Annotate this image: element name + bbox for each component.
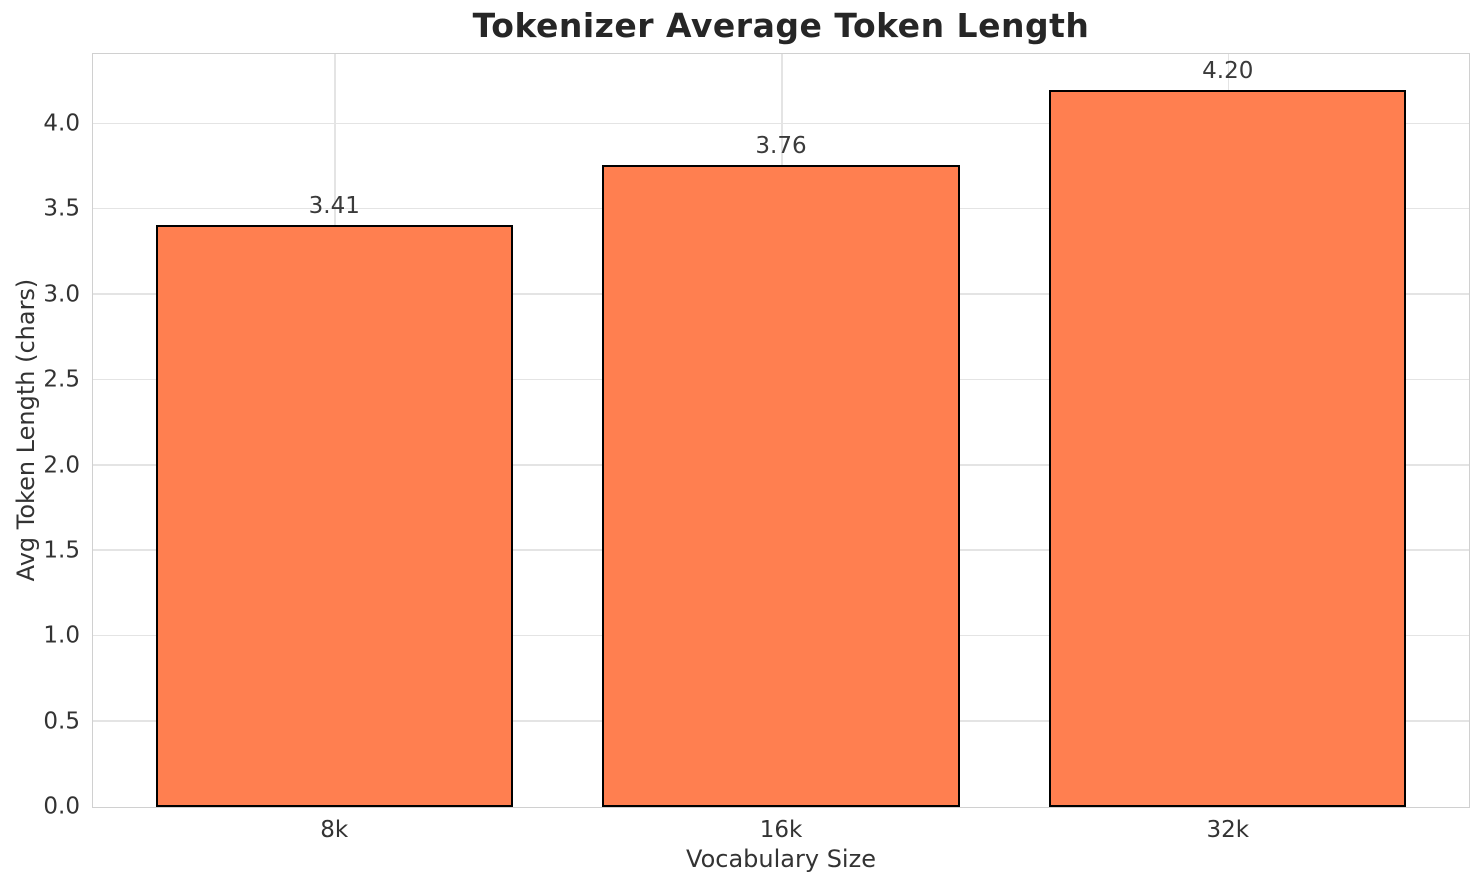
y-tick-label: 0.0 <box>43 793 80 820</box>
bar-value-label: 4.20 <box>1202 57 1254 84</box>
y-tick-label: 3.5 <box>43 195 80 222</box>
y-tick-label: 1.0 <box>43 622 80 649</box>
y-tick-label: 0.5 <box>43 708 80 735</box>
chart-title: Tokenizer Average Token Length <box>472 6 1090 45</box>
x-tick-label: 16k <box>759 817 803 843</box>
plot-area: 3.41 8k 3.76 16k 4.20 32k 0.0 0.5 1.0 1.5 2.0 2.5 3.… <box>43 53 1470 842</box>
x-axis-label: Vocabulary Size <box>686 845 876 873</box>
y-tick-label: 2.5 <box>43 366 80 393</box>
y-tick-label: 2.0 <box>43 452 80 479</box>
y-tick-label: 3.0 <box>43 281 80 308</box>
x-tick-label: 8k <box>320 817 349 843</box>
y-tick-label: 1.5 <box>43 537 80 564</box>
bar-16k <box>602 165 960 807</box>
bar-value-label: 3.76 <box>755 133 807 159</box>
bar-32k <box>1049 89 1407 807</box>
x-tick-label: 32k <box>1206 817 1250 843</box>
bar-value-label: 3.41 <box>308 192 360 219</box>
y-tick-label: 4.0 <box>43 110 80 137</box>
bar-8k <box>155 224 513 807</box>
y-axis-label: Avg Token Length (chars) <box>12 278 40 582</box>
